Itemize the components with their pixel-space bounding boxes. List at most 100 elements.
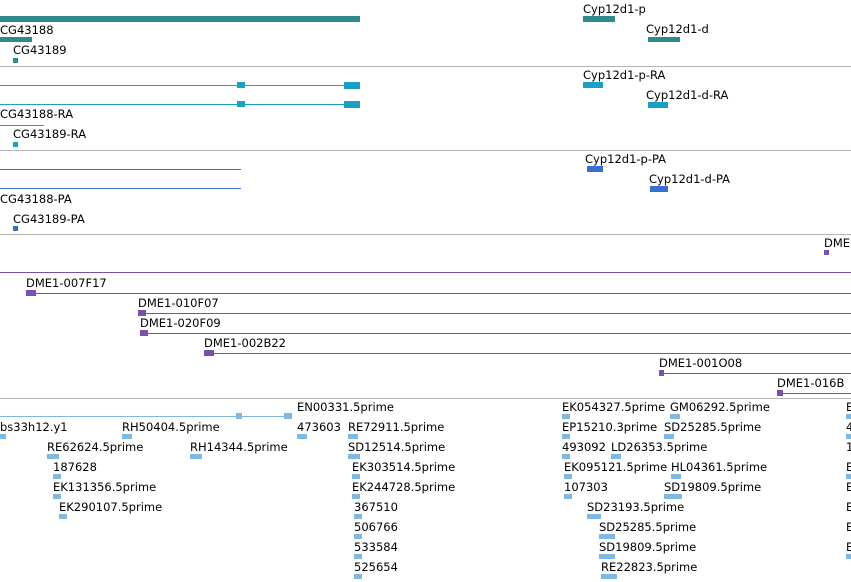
est-label[interactable]: 473603: [297, 420, 341, 434]
est-block[interactable]: [599, 554, 615, 559]
est-label[interactable]: RH50404.5prime: [122, 420, 220, 434]
est-label[interactable]: RH14344.5prime: [190, 440, 288, 454]
est-block[interactable]: [297, 434, 307, 439]
clone-label-dme1-001o08[interactable]: DME1-001O08: [659, 356, 743, 370]
est-label[interactable]: EK131356.5prime: [53, 480, 157, 494]
est-block[interactable]: [348, 454, 360, 459]
est-label[interactable]: 533584: [354, 540, 398, 554]
clone-dme1-002b22-start[interactable]: [204, 350, 214, 356]
est-label[interactable]: bs33h12.y1: [0, 420, 68, 434]
est-block[interactable]: [601, 574, 617, 579]
est-label[interactable]: SD25285.5prime: [664, 420, 762, 434]
gene-label-cyp12d1-p[interactable]: Cyp12d1-p: [583, 2, 646, 16]
est-block[interactable]: [670, 414, 680, 419]
gene-cyp12d1-d-bar[interactable]: [648, 37, 680, 42]
transcript-exon[interactable]: [344, 82, 360, 89]
transcript-label-cg43188-ra[interactable]: CG43188-RA: [0, 107, 74, 121]
transcript-label-cyp12d1-d-ra[interactable]: Cyp12d1-d-RA: [646, 88, 729, 102]
protein-cyp12d1-p-pa-bar[interactable]: [587, 166, 603, 172]
est-block[interactable]: [664, 494, 682, 499]
est-label[interactable]: SD23193.5prime: [587, 500, 685, 514]
est-label[interactable]: RE62624.5prime: [47, 440, 144, 454]
transcript-cg43188-ra-line-2[interactable]: [0, 104, 360, 105]
est-label[interactable]: 493092: [562, 440, 606, 454]
clone-dme1-001o08-line[interactable]: [659, 373, 851, 374]
est-label-clipped[interactable]: E: [846, 460, 851, 474]
est-line[interactable]: [0, 416, 290, 417]
est-label[interactable]: SD25285.5prime: [599, 520, 697, 534]
est-label[interactable]: 187628: [53, 460, 97, 474]
transcript-label-cg43189-ra[interactable]: CG43189-RA: [13, 127, 87, 141]
transcript-label-cyp12d1-p-ra[interactable]: Cyp12d1-p-RA: [583, 68, 666, 82]
protein-label-cyp12d1-p-pa[interactable]: Cyp12d1-p-PA: [585, 152, 667, 166]
est-block[interactable]: [190, 454, 202, 459]
est-label[interactable]: EK290107.5prime: [59, 500, 163, 514]
est-label[interactable]: RE22823.5prime: [601, 560, 698, 574]
gene-cg43188-short-bar[interactable]: [0, 37, 32, 42]
gene-label-cg43188[interactable]: CG43188: [0, 23, 54, 37]
est-label-clipped[interactable]: E: [846, 540, 851, 554]
est-block[interactable]: [562, 454, 570, 459]
clone-dme1-016b-line[interactable]: [777, 393, 851, 394]
est-block[interactable]: [53, 474, 61, 479]
est-label[interactable]: EP15210.3prime: [562, 420, 658, 434]
clone-label-dme1-010f07[interactable]: DME1-010F07: [138, 296, 219, 310]
est-label[interactable]: SD12514.5prime: [348, 440, 446, 454]
est-block[interactable]: [671, 474, 681, 479]
gene-label-cyp12d1-d[interactable]: Cyp12d1-d: [646, 22, 709, 36]
clone-dme1-010f07-line[interactable]: [138, 313, 851, 314]
clone-dme1-007f17-line[interactable]: [26, 293, 851, 294]
est-block[interactable]: [846, 434, 851, 439]
est-block[interactable]: [59, 514, 67, 519]
protein-cg43189-pa-marker[interactable]: [13, 226, 18, 231]
est-block[interactable]: [564, 474, 572, 479]
est-block[interactable]: [846, 414, 851, 419]
est-label-clipped[interactable]: 4: [846, 420, 851, 434]
est-label[interactable]: GM06292.5prime: [670, 400, 770, 414]
transcript-cg43189-ra-marker[interactable]: [13, 142, 18, 147]
est-block[interactable]: [562, 434, 570, 439]
est-block[interactable]: [354, 554, 362, 559]
gene-cg43189-marker[interactable]: [13, 58, 18, 63]
est-block[interactable]: [587, 514, 601, 519]
clone-label-dme1-016b[interactable]: DME1-016B: [777, 376, 845, 390]
est-block[interactable]: [352, 474, 360, 479]
clone-label-dme1-007f17[interactable]: DME1-007F17: [26, 276, 107, 290]
est-label[interactable]: RE72911.5prime: [348, 420, 445, 434]
est-label[interactable]: 525654: [354, 560, 398, 574]
clone-dme1-020f09-start[interactable]: [140, 330, 148, 336]
transcript-exon[interactable]: [237, 82, 245, 88]
protein-cyp12d1-d-pa-bar[interactable]: [650, 186, 668, 192]
est-label[interactable]: EN00331.5prime: [297, 400, 394, 414]
est-label[interactable]: EK054327.5prime: [562, 400, 666, 414]
clone-dme1-010f07-start[interactable]: [138, 310, 146, 316]
est-block[interactable]: [284, 413, 292, 419]
est-label-clipped[interactable]: E: [846, 520, 851, 534]
est-block[interactable]: [354, 534, 362, 539]
est-block[interactable]: [846, 554, 851, 559]
transcript-cyp12d1-p-ra-bar[interactable]: [583, 82, 603, 88]
clone-dme-marker[interactable]: [824, 250, 829, 255]
est-label[interactable]: SD19809.5prime: [599, 540, 697, 554]
protein-label-cyp12d1-d-pa[interactable]: Cyp12d1-d-PA: [649, 172, 731, 186]
protein-label-cg43189-pa[interactable]: CG43189-PA: [13, 212, 85, 226]
transcript-cyp12d1-d-ra-bar[interactable]: [648, 102, 668, 108]
transcript-exon[interactable]: [344, 101, 360, 108]
est-label[interactable]: EK244728.5prime: [352, 480, 456, 494]
est-block[interactable]: [599, 534, 615, 539]
est-block[interactable]: [0, 434, 6, 439]
est-block[interactable]: [564, 494, 572, 499]
est-label-clipped[interactable]: E: [846, 480, 851, 494]
clone-dme1-002b22-line[interactable]: [204, 353, 851, 354]
est-label[interactable]: EK095121.5prime: [564, 460, 668, 474]
est-block[interactable]: [122, 434, 132, 439]
gene-label-cg43189[interactable]: CG43189: [13, 43, 67, 57]
est-label[interactable]: 506766: [354, 520, 398, 534]
clone-label-dme1-002b22[interactable]: DME1-002B22: [204, 336, 286, 350]
est-block[interactable]: [664, 434, 674, 439]
protein-cg43188-pa-line-2[interactable]: [0, 188, 241, 189]
est-block[interactable]: [236, 413, 242, 419]
est-label[interactable]: HL04361.5prime: [671, 460, 768, 474]
est-block[interactable]: [846, 474, 851, 479]
transcript-cg43188-ra-line-1[interactable]: [0, 85, 360, 86]
